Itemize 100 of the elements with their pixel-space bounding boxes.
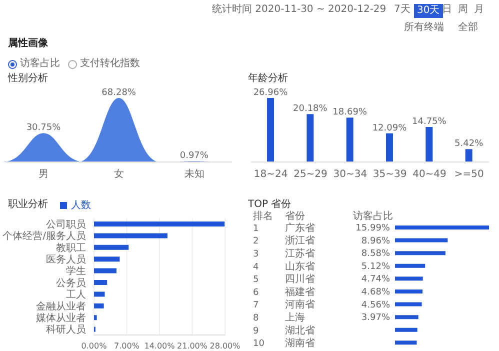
text: 所有终端 — [404, 22, 444, 34]
bar — [395, 289, 423, 294]
y-tick-label: 工人 — [66, 290, 86, 301]
x-tick-label: 25~29 — [294, 169, 328, 180]
text: 2 — [253, 236, 259, 247]
x-tick-label: 35~39 — [372, 169, 407, 180]
bar — [395, 251, 446, 256]
bar — [306, 114, 314, 162]
y-tick-label: 湖南省 — [285, 337, 315, 350]
data-label: 68.28% — [102, 88, 136, 98]
data-label: 3.97% — [361, 313, 390, 324]
bar — [94, 303, 104, 308]
y-tick-label: 医务人员 — [46, 254, 86, 266]
text: 全部 — [458, 22, 478, 34]
bar — [94, 244, 129, 250]
data-label: 18.69% — [332, 108, 368, 118]
text: 1 — [253, 224, 259, 234]
y-tick-label: 湖北省 — [285, 324, 315, 336]
y-tick-label: 河南省 — [285, 298, 315, 311]
bar — [395, 340, 417, 345]
y-tick-label: 广东省 — [285, 222, 315, 234]
x-tick-label: 0.00% — [81, 342, 108, 351]
y-tick-label: 公务员 — [56, 276, 86, 289]
chart-title: 年龄分析 — [248, 72, 288, 84]
bar — [395, 328, 418, 332]
text: 属性画像 — [8, 38, 48, 50]
x-tick-label: 男 — [38, 169, 49, 180]
y-tick-label: 山东省 — [285, 260, 315, 272]
y-tick-label: 学生 — [66, 265, 86, 278]
bar — [395, 238, 448, 242]
y-tick-label: 媒体从业者 — [36, 312, 86, 324]
bar — [267, 98, 274, 162]
x-tick-label: 18~24 — [254, 169, 288, 180]
data-label: 5.42% — [454, 139, 484, 150]
y-tick-label: 上海 — [285, 312, 305, 324]
y-tick-label: 科研人员 — [46, 324, 86, 336]
x-tick-label: 女 — [114, 168, 124, 180]
x-tick-label: 7.00% — [114, 342, 140, 351]
x-tick-label: 30~34 — [333, 169, 368, 180]
y-tick-label: 四川省 — [285, 273, 315, 286]
bar — [395, 264, 426, 268]
bar — [94, 233, 168, 238]
data-label: 4.56% — [361, 300, 390, 310]
text: 4 — [253, 262, 259, 272]
bar — [395, 302, 422, 306]
data-label: 0.97% — [180, 151, 209, 162]
x-axis-title: 访客占比 — [353, 210, 393, 222]
legend-label: 人数 — [71, 200, 91, 211]
x-tick-label: >=50 — [454, 169, 484, 180]
text: 统计时间 2020-11-30 ~ 2020-12-29 — [212, 4, 386, 16]
bar — [346, 118, 354, 162]
text: 日 — [442, 4, 452, 16]
bar — [94, 256, 120, 262]
y-axis-title: 省份 — [285, 210, 305, 222]
text: 9 — [253, 326, 259, 336]
data-label: 8.58% — [361, 249, 390, 260]
text: 8 — [253, 314, 259, 324]
data-label: 15.99% — [356, 223, 390, 234]
data-label: 14.75% — [412, 116, 447, 127]
bar — [94, 268, 116, 274]
text: 排名 — [253, 210, 273, 222]
y-tick-label: 金融从业者 — [36, 300, 86, 312]
bar — [395, 315, 418, 320]
y-tick-label: 个体经营/服务人员 — [2, 230, 86, 242]
data-label: 26.96% — [253, 88, 288, 98]
text: 3 — [253, 250, 259, 260]
bar — [94, 315, 97, 320]
data-label: 8.96% — [361, 236, 390, 246]
data-label: 4.74% — [361, 274, 390, 285]
x-tick-label: 21.00% — [176, 342, 208, 351]
data-label: 4.68% — [361, 287, 390, 298]
bar — [465, 149, 472, 162]
text: 7天 — [394, 4, 410, 16]
data-label: 5.12% — [361, 262, 390, 272]
text: TOP 省份 — [247, 198, 292, 210]
text: 5 — [253, 275, 259, 286]
text: 月 — [474, 4, 484, 16]
y-tick-label: 福建省 — [285, 286, 315, 298]
data-label: 20.18% — [293, 104, 328, 114]
x-tick-label: 28.00% — [210, 342, 241, 351]
bar — [94, 292, 105, 297]
y-tick-label: 公司职员 — [46, 218, 86, 230]
text: 访客占比 — [20, 58, 60, 70]
bar — [386, 133, 393, 162]
text: 周 — [458, 4, 468, 16]
chart-title: 职业分析 — [8, 198, 48, 210]
bar — [426, 126, 433, 162]
text: 30天 — [414, 4, 443, 18]
data-label: 30.75% — [26, 123, 62, 134]
y-tick-label: 浙江省 — [285, 234, 315, 247]
bar — [395, 225, 489, 230]
bar — [94, 280, 108, 286]
bar — [94, 222, 225, 227]
chart-title: 性别分析 — [7, 72, 48, 84]
y-tick-label: 江苏省 — [285, 248, 315, 260]
text: 支付转化指数 — [80, 58, 140, 70]
x-tick-label: 未知 — [184, 168, 204, 180]
text: 7 — [253, 300, 259, 311]
x-tick-label: 14.00% — [144, 342, 176, 351]
x-tick-label: 40~49 — [412, 169, 446, 180]
